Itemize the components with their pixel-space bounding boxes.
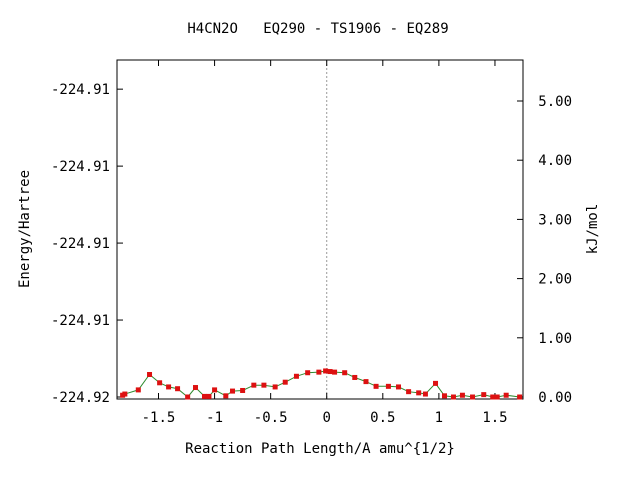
data-point xyxy=(517,394,523,400)
data-point xyxy=(481,392,487,398)
left-tick-label: -224.91 xyxy=(51,159,110,175)
left-tick-label: -224.91 xyxy=(51,236,110,252)
data-point xyxy=(240,387,246,393)
data-point xyxy=(470,394,476,400)
data-point xyxy=(206,393,212,399)
data-point xyxy=(503,392,509,398)
data-point xyxy=(261,382,267,388)
right-tick-label: 5.00 xyxy=(538,94,572,110)
data-point xyxy=(282,379,288,385)
data-point xyxy=(122,391,128,397)
right-tick-label: 0.00 xyxy=(538,390,572,406)
left-tick-label: -224.92 xyxy=(51,390,110,406)
x-tick-label: -1.5 xyxy=(142,410,176,426)
data-point xyxy=(305,370,311,376)
data-point xyxy=(316,369,322,375)
data-point xyxy=(406,389,412,395)
data-point xyxy=(157,380,163,386)
data-point xyxy=(459,392,465,398)
data-point xyxy=(201,393,207,399)
x-tick-label: -1 xyxy=(206,410,223,426)
right-tick-label: 2.00 xyxy=(538,272,572,288)
data-point xyxy=(441,393,447,399)
data-point xyxy=(494,394,500,400)
data-point xyxy=(342,370,348,376)
left-axis-ticks: -224.92 -224.91 -224.91 -224.91 -224.91 xyxy=(51,82,123,406)
left-tick-label: -224.91 xyxy=(51,313,110,329)
data-point xyxy=(135,387,141,393)
left-tick-label: -224.91 xyxy=(51,82,110,98)
plot-frame xyxy=(116,59,524,400)
data-point xyxy=(422,391,428,397)
x-axis-ticks: -1.5 -1 -0.5 0 0.5 1 1.5 xyxy=(142,60,508,426)
data-point-markers xyxy=(120,368,523,400)
data-point xyxy=(327,369,333,375)
x-tick-label: 1 xyxy=(435,410,443,426)
right-axis-ticks: 0.00 1.00 2.00 3.00 4.00 5.00 xyxy=(517,94,572,406)
right-tick-label: 3.00 xyxy=(538,212,572,228)
data-point xyxy=(293,373,299,379)
x-tick-label: 0.5 xyxy=(370,410,395,426)
data-point xyxy=(230,388,236,394)
data-point xyxy=(373,383,379,389)
data-point xyxy=(450,394,456,400)
data-point xyxy=(490,394,496,400)
data-point xyxy=(251,382,257,388)
data-point xyxy=(323,368,329,374)
data-point xyxy=(363,379,369,385)
x-tick-label: 1.5 xyxy=(482,410,507,426)
right-axis-label: kJ/mol xyxy=(585,204,601,255)
data-point xyxy=(147,372,153,378)
data-point xyxy=(396,384,402,390)
data-point xyxy=(352,374,358,380)
data-point xyxy=(385,383,391,389)
left-axis-label: Energy/Hartree xyxy=(17,170,33,288)
data-point xyxy=(332,369,338,375)
data-point xyxy=(175,386,181,392)
data-point xyxy=(212,387,218,393)
data-point xyxy=(272,384,278,390)
data-point xyxy=(185,394,191,400)
data-point xyxy=(166,384,172,390)
chart-title: H4CN2O EQ290 - TS1906 - EQ289 xyxy=(187,21,448,37)
right-tick-label: 1.00 xyxy=(538,331,572,347)
data-point xyxy=(223,393,229,399)
data-point xyxy=(416,390,422,396)
x-axis-label: Reaction Path Length/A amu^{1/2} xyxy=(185,441,455,457)
right-tick-label: 4.00 xyxy=(538,153,572,169)
x-tick-label: 0 xyxy=(323,410,331,426)
data-point xyxy=(433,380,439,386)
data-point xyxy=(193,385,199,391)
x-tick-label: -0.5 xyxy=(254,410,288,426)
